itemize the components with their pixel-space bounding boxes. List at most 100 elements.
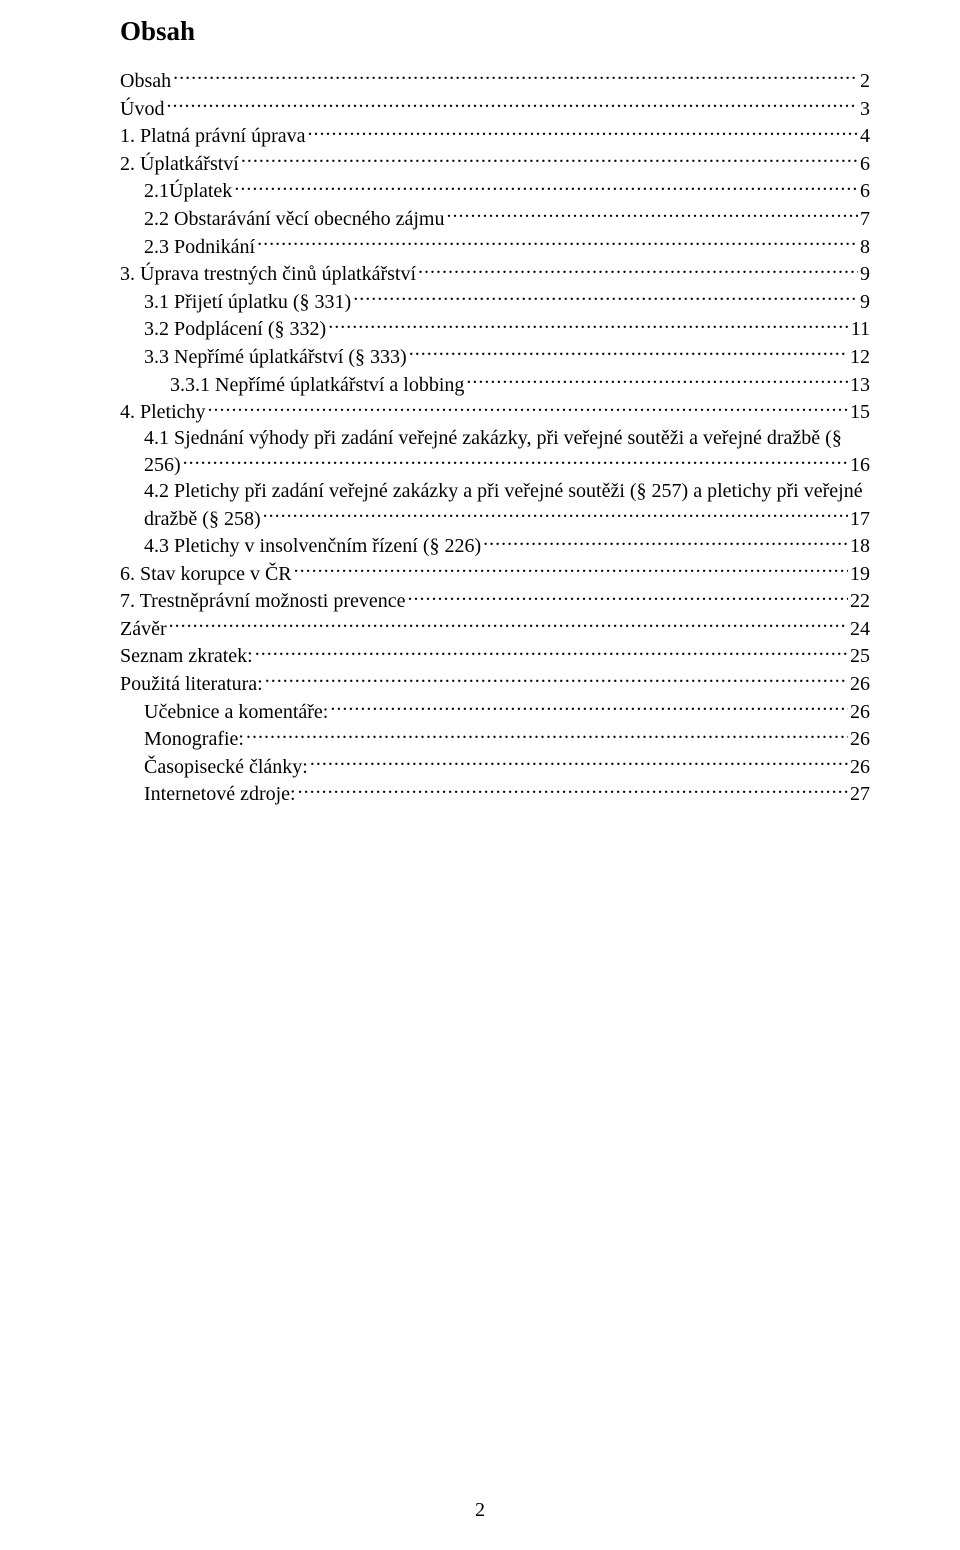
- toc-entry: 7. Trestněprávní možnosti prevence 22: [120, 587, 870, 615]
- toc-leader-dots: [173, 67, 858, 87]
- document-page: Obsah Obsah 2Úvod 31. Platná právní úpra…: [0, 0, 960, 1550]
- toc-entry: 4.2 Pletichy při zadání veřejné zakázky …: [144, 479, 870, 532]
- toc-entry: Internetové zdroje: 27: [144, 780, 870, 808]
- toc-entry-label: 7. Trestněprávní možnosti prevence: [120, 589, 406, 615]
- toc-leader-dots: [483, 532, 848, 552]
- toc-leader-dots: [255, 642, 848, 662]
- toc-entry-last-line: dražbě (§ 258) 17: [144, 505, 870, 533]
- toc-leader-dots: [409, 343, 848, 363]
- toc-entry: 2. Úplatkářství 6: [120, 150, 870, 178]
- toc-entry-page: 26: [850, 672, 870, 698]
- toc-entry-label: 4.2 Pletichy při zadání veřejné zakázky …: [144, 479, 870, 505]
- toc-entry-page: 25: [850, 644, 870, 670]
- toc-entry: 4.3 Pletichy v insolvenčním řízení (§ 22…: [144, 532, 870, 560]
- toc-entry-page: 19: [850, 562, 870, 588]
- toc-entry: 4. Pletichy 15: [120, 398, 870, 426]
- toc-entry: 3.2 Podplácení (§ 332) 11: [144, 315, 870, 343]
- toc-leader-dots: [310, 753, 848, 773]
- toc-leader-dots: [234, 177, 858, 197]
- toc-leader-dots: [257, 233, 858, 253]
- toc-leader-dots: [418, 260, 858, 280]
- toc-entry-page: 16: [850, 453, 870, 479]
- toc-entry: Úvod 3: [120, 95, 870, 123]
- toc-entry: Závěr 24: [120, 615, 870, 643]
- toc-entry-label: Úvod: [120, 97, 164, 123]
- toc-leader-dots: [166, 95, 858, 115]
- toc-entry-page: 18: [850, 534, 870, 560]
- toc-entry-label: 2.2 Obstarávání věcí obecného zájmu: [144, 207, 444, 233]
- toc-entry: 3. Úprava trestných činů úplatkářství 9: [120, 260, 870, 288]
- toc-entry: Obsah 2: [120, 67, 870, 95]
- toc-entry: 2.3 Podnikání 8: [144, 233, 870, 261]
- toc-entry: Časopisecké články: 26: [144, 753, 870, 781]
- toc-leader-dots: [466, 371, 848, 391]
- toc-entry: 4.1 Sjednání výhody při zadání veřejné z…: [144, 426, 870, 479]
- toc-entry-page: 11: [851, 317, 870, 343]
- toc-entry-label: 2.1Úplatek: [144, 179, 232, 205]
- toc-entry: 3.3 Nepřímé úplatkářství (§ 333) 12: [144, 343, 870, 371]
- toc-entry-label: Internetové zdroje:: [144, 782, 296, 808]
- toc-leader-dots: [241, 150, 858, 170]
- toc-entry: Monografie: 26: [144, 725, 870, 753]
- toc-entry-label: Časopisecké články:: [144, 755, 308, 781]
- toc-entry-page: 4: [860, 124, 870, 150]
- toc-entry-last-line: 256) 16: [144, 451, 870, 479]
- toc-entry-page: 26: [850, 727, 870, 753]
- toc-entry: Seznam zkratek: 25: [120, 642, 870, 670]
- toc-entry-label: 1. Platná právní úprava: [120, 124, 306, 150]
- toc-entry-label: Monografie:: [144, 727, 244, 753]
- toc-entry-page: 24: [850, 617, 870, 643]
- toc-entry-label: 2. Úplatkářství: [120, 152, 239, 178]
- toc-entry-label: Seznam zkratek:: [120, 644, 253, 670]
- toc-entry: 6. Stav korupce v ČR 19: [120, 560, 870, 588]
- toc-entry-page: 9: [860, 290, 870, 316]
- toc-leader-dots: [328, 315, 849, 335]
- toc-leader-dots: [208, 398, 848, 418]
- toc-entry: 2.2 Obstarávání věcí obecného zájmu 7: [144, 205, 870, 233]
- toc-entry-label: 4. Pletichy: [120, 400, 206, 426]
- toc-entry-page: 26: [850, 700, 870, 726]
- toc-leader-dots: [183, 451, 848, 471]
- toc-entry-label: 6. Stav korupce v ČR: [120, 562, 292, 588]
- toc-entry-page: 2: [860, 69, 870, 95]
- toc-leader-dots: [169, 615, 848, 635]
- toc-entry-page: 26: [850, 755, 870, 781]
- toc-entry: 2.1Úplatek 6: [144, 177, 870, 205]
- toc-leader-dots: [353, 288, 858, 308]
- toc-leader-dots: [330, 698, 848, 718]
- toc-entry-label: 3. Úprava trestných činů úplatkářství: [120, 262, 416, 288]
- toc-entry-label: Obsah: [120, 69, 171, 95]
- toc-entry-page: 12: [850, 345, 870, 371]
- toc-entry-page: 9: [860, 262, 870, 288]
- toc-leader-dots: [263, 505, 848, 525]
- toc-entry-page: 15: [850, 400, 870, 426]
- toc-entry-page: 13: [850, 373, 870, 399]
- toc-entry: Učebnice a komentáře: 26: [144, 698, 870, 726]
- toc-entry-label: 2.3 Podnikání: [144, 235, 255, 261]
- toc-entry-page: 17: [850, 507, 870, 533]
- toc-entry-page: 27: [850, 782, 870, 808]
- toc-entry-label: 4.3 Pletichy v insolvenčním řízení (§ 22…: [144, 534, 481, 560]
- toc-entry-label-cont: 256): [144, 453, 181, 479]
- toc-entry: Použitá literatura: 26: [120, 670, 870, 698]
- toc-leader-dots: [294, 560, 848, 580]
- toc-list: Obsah 2Úvod 31. Platná právní úprava 42.…: [120, 67, 870, 808]
- toc-entry-label: 4.1 Sjednání výhody při zadání veřejné z…: [144, 426, 870, 452]
- page-number: 2: [0, 1499, 960, 1522]
- toc-leader-dots: [446, 205, 858, 225]
- toc-leader-dots: [265, 670, 848, 690]
- toc-entry-page: 8: [860, 235, 870, 261]
- toc-entry-page: 3: [860, 97, 870, 123]
- toc-entry-label: Použitá literatura:: [120, 672, 263, 698]
- toc-entry-label: 3.2 Podplácení (§ 332): [144, 317, 326, 343]
- toc-entry-label: 3.3 Nepřímé úplatkářství (§ 333): [144, 345, 407, 371]
- toc-entry-page: 22: [850, 589, 870, 615]
- toc-entry: 3.3.1 Nepřímé úplatkářství a lobbing 13: [170, 371, 870, 399]
- toc-leader-dots: [246, 725, 848, 745]
- toc-entry-label: 3.3.1 Nepřímé úplatkářství a lobbing: [170, 373, 464, 399]
- toc-leader-dots: [308, 122, 859, 142]
- toc-entry-label-cont: dražbě (§ 258): [144, 507, 261, 533]
- toc-entry-page: 6: [860, 179, 870, 205]
- toc-entry: 3.1 Přijetí úplatku (§ 331) 9: [144, 288, 870, 316]
- toc-entry-page: 6: [860, 152, 870, 178]
